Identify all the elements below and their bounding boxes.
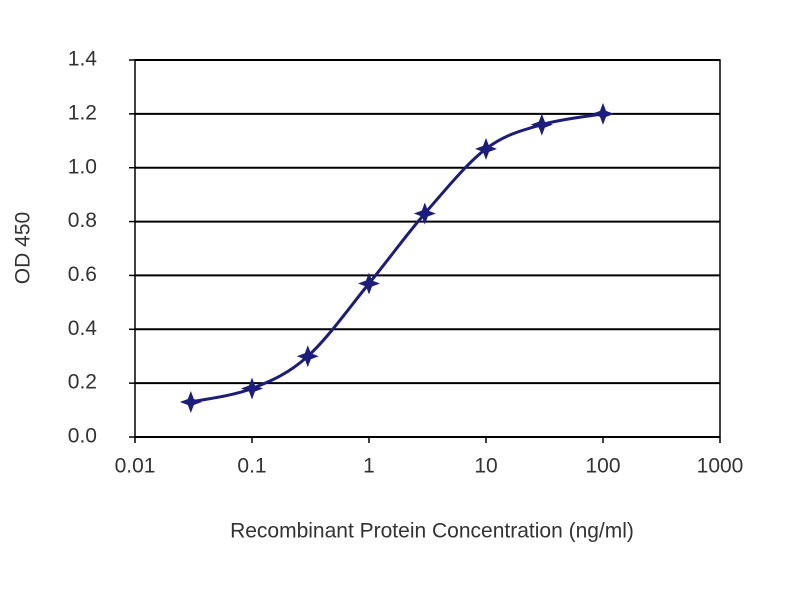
plot-frame	[134, 59, 721, 438]
x-tick-label: 0.1	[237, 455, 266, 478]
x-tick-label: 1	[363, 455, 375, 478]
x-axis-label: Recombinant Protein Concentration (ng/ml…	[230, 520, 634, 543]
y-tick-label: 0.8	[68, 209, 97, 232]
y-tick-label: 0.0	[68, 425, 97, 448]
x-tick-label: 100	[585, 455, 620, 478]
y-tick-label: 0.2	[68, 371, 97, 394]
data-point	[592, 102, 614, 125]
data-point	[241, 377, 263, 400]
x-tick-label: 10	[474, 455, 497, 478]
y-tick-label: 0.4	[68, 317, 98, 340]
y-tick-label: 1.0	[68, 155, 97, 178]
data-point	[358, 272, 380, 295]
data-line	[190, 112, 604, 404]
data-point	[179, 390, 202, 413]
y-axis-label: OD 450	[12, 212, 35, 284]
y-tick-label: 1.4	[68, 48, 98, 71]
y-tick-label: 1.2	[68, 101, 97, 124]
data-point	[413, 202, 436, 225]
data-point	[475, 137, 497, 160]
y-tick-label: 0.6	[68, 263, 97, 286]
data-point	[530, 113, 553, 136]
x-tick-label: 1000	[697, 455, 744, 478]
data-point	[296, 345, 319, 368]
x-tick-label: 0.01	[115, 455, 156, 478]
